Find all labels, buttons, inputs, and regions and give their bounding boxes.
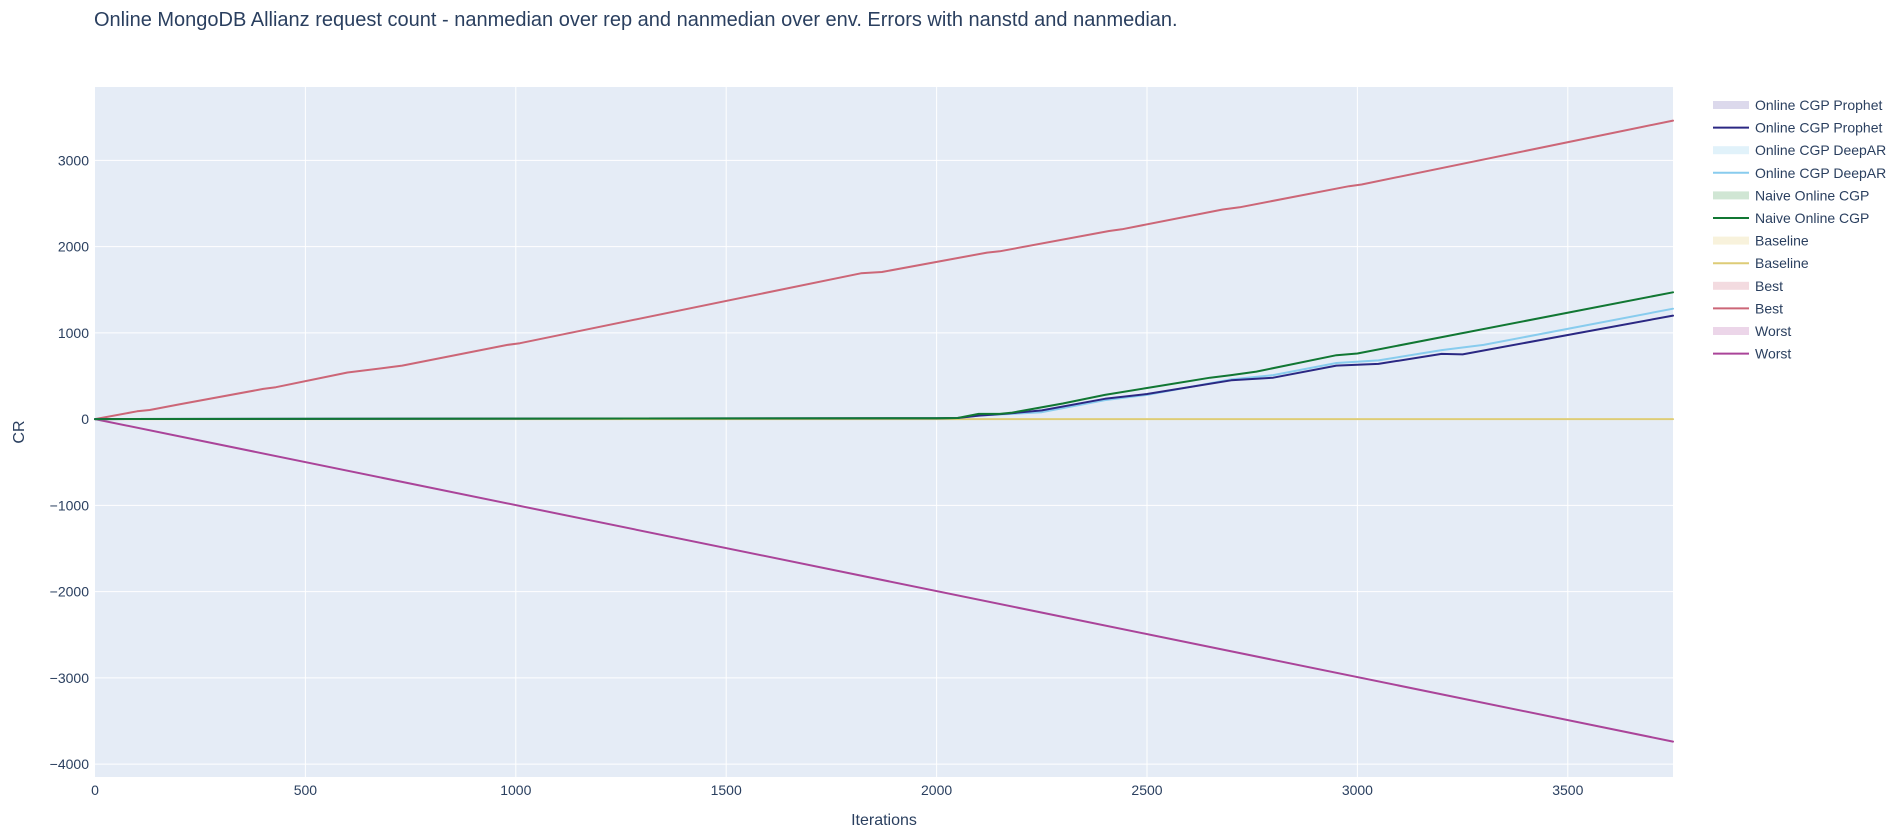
legend-item-baseline-line[interactable]: Baseline [1713,255,1809,271]
x-tick-label: 1500 [711,782,742,798]
chart-title: Online MongoDB Allianz request count - n… [94,9,1178,31]
legend-item-online-cgp-deepar-band[interactable]: Online CGP DeepAR [1713,142,1886,158]
x-tick-label: 2500 [1131,782,1162,798]
y-tick-label: 0 [81,411,89,427]
legend-label: Naive Online CGP [1755,187,1869,203]
legend-swatch-band [1713,146,1749,155]
legend-label: Baseline [1755,233,1809,249]
legend-label: Best [1755,278,1783,294]
series-line-naive-online-cgp [94,291,1674,421]
y-tick-label: 1000 [58,325,89,341]
legend-item-online-cgp-deepar-line[interactable]: Online CGP DeepAR [1713,165,1886,181]
y-tick-label: −1000 [50,497,90,513]
x-axis-title: Iterations [851,812,917,827]
series-line-worst [94,418,1674,743]
legend-swatch-band [1713,236,1749,245]
y-axis-title: CR [11,420,28,443]
legend-label: Worst [1755,323,1791,339]
y-tick-label: 2000 [58,239,89,255]
legend-item-baseline-band[interactable]: Baseline [1713,233,1809,249]
x-tick-label: 1000 [500,782,531,798]
legend-swatch-band [1713,191,1749,200]
series-line-best [94,119,1674,421]
legend-label: Worst [1755,346,1791,362]
series-lines [94,119,1674,743]
x-tick-label: 3500 [1552,782,1583,798]
legend-label: Online CGP DeepAR [1755,142,1886,158]
y-tick-label: −3000 [50,670,90,686]
x-tick-label: 500 [294,782,318,798]
legend-swatch-band [1713,327,1749,335]
legend-item-worst-line[interactable]: Worst [1713,346,1791,362]
plot-area [95,87,1673,777]
legend-item-best-line[interactable]: Best [1713,300,1783,316]
legend-label: Baseline [1755,255,1809,271]
y-tick-label: −4000 [50,756,90,772]
y-tick-label: −2000 [50,584,90,600]
x-tick-label: 0 [91,782,99,798]
legend[interactable]: Online CGP Prophet Online CGP Prophet Onli… [1713,97,1886,362]
legend-swatch-band [1713,281,1749,290]
legend-swatch-band [1713,101,1749,109]
legend-item-worst-band[interactable]: Worst [1713,323,1791,339]
legend-label: Online CGP Prophet [1755,120,1882,136]
legend-label: Online CGP DeepAR [1755,165,1886,181]
legend-item-online-cgp-prophet-band[interactable]: Online CGP Prophet [1713,97,1882,113]
legend-item-naive-online-cgp-band[interactable]: Naive Online CGP [1713,187,1869,203]
x-tick-label: 2000 [921,782,952,798]
x-axis-ticks: 0 500 1000 1500 2000 2500 3000 3500 [91,782,1583,798]
legend-item-naive-online-cgp-line[interactable]: Naive Online CGP [1713,210,1869,226]
legend-label: Online CGP Prophet [1755,97,1882,113]
x-tick-label: 3000 [1342,782,1373,798]
legend-item-best-band[interactable]: Best [1713,278,1783,294]
legend-item-online-cgp-prophet-line[interactable]: Online CGP Prophet [1713,120,1882,136]
y-axis-ticks: 3000 2000 1000 0 −1000 −2000 −3000 −4000 [50,152,90,772]
legend-label: Naive Online CGP [1755,210,1869,226]
y-tick-label: 3000 [58,152,89,168]
legend-label: Best [1755,300,1783,316]
